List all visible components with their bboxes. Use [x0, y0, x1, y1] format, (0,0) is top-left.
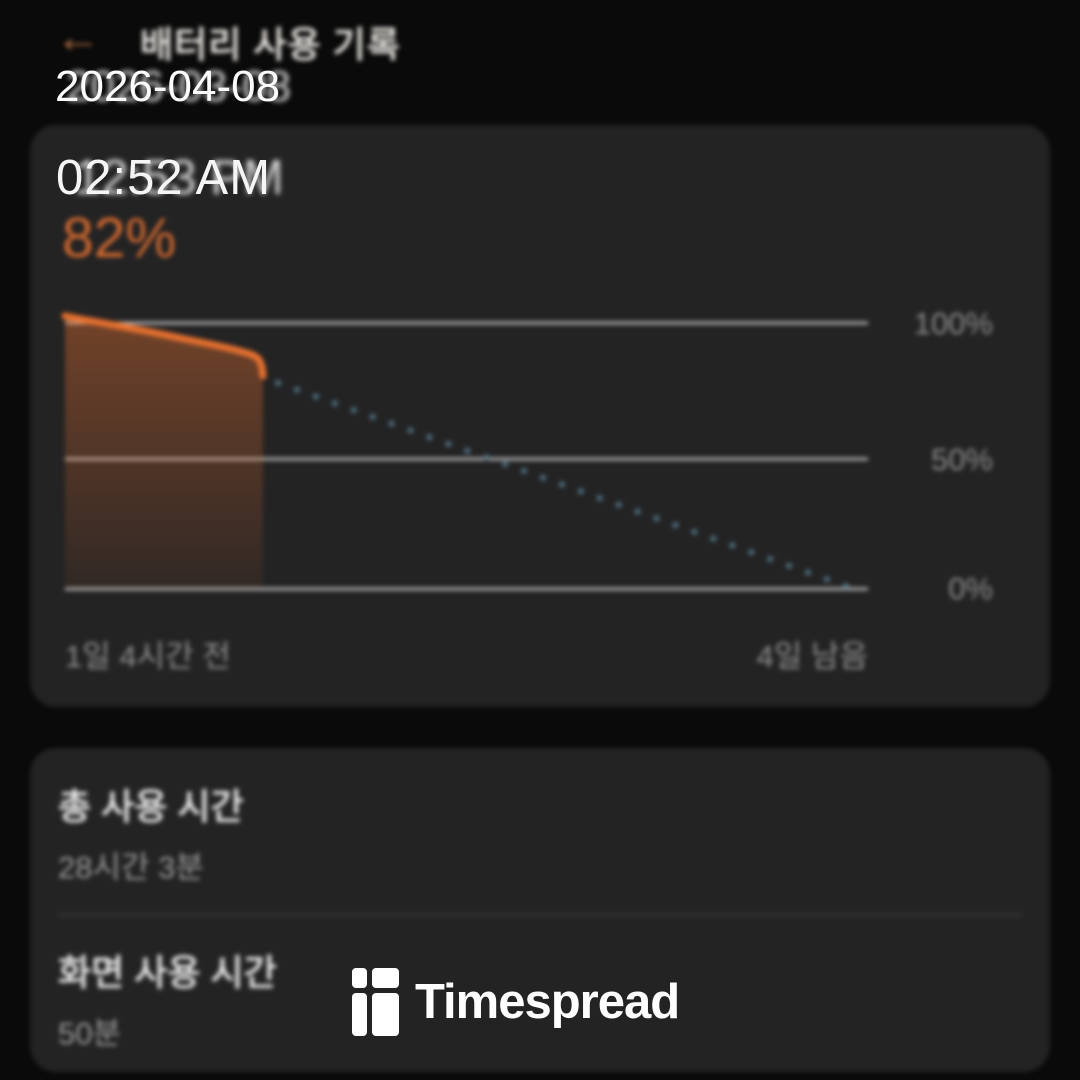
total-usage-value: 28시간 3분: [58, 850, 204, 885]
usage-time-card: 총 사용 시간 28시간 3분 화면 사용 시간 50분: [30, 748, 1050, 1072]
battery-history-chart: 100% 50% 0%: [61, 306, 993, 606]
ytick-50: 50%: [931, 442, 993, 477]
projected-battery-dotted-line: [275, 380, 860, 593]
logo-block-top-right: [372, 968, 399, 988]
screen-usage-value: 50분: [58, 1016, 122, 1051]
time-ghost-text: 12:53 PM: [74, 151, 284, 205]
app-header: ← 배터리 사용 기록: [0, 10, 1080, 70]
battery-percent-value: 82%: [62, 206, 177, 270]
logo-block-bottom-left: [352, 993, 367, 1036]
battery-history-card: 82% 100% 50% 0% 1일 4시간 전 4일 남음: [30, 125, 1050, 707]
overlay-time: 02:52 AM: [56, 151, 272, 205]
timespread-logo-icon: [352, 968, 399, 1036]
xaxis-label-end: 4일 남음: [756, 639, 868, 674]
xaxis-label-start: 1일 4시간 전: [65, 639, 231, 674]
back-arrow-icon[interactable]: ←: [55, 10, 101, 62]
logo-block-dot: [352, 968, 367, 988]
battery-area-fill: [65, 316, 263, 589]
date-ghost-text: 2026-03-08: [66, 62, 292, 111]
timespread-watermark: Timespread: [352, 968, 680, 1036]
total-usage-label: 총 사용 시간: [58, 786, 244, 827]
page-title: 배터리 사용 기록: [140, 24, 401, 65]
ytick-0: 0%: [948, 571, 993, 606]
overlay-date: 2026-04-08: [55, 62, 281, 111]
screen-usage-label: 화면 사용 시간: [58, 952, 277, 993]
ytick-100: 100%: [914, 306, 993, 341]
timespread-brand-text: Timespread: [415, 975, 680, 1029]
logo-block-bottom-right: [372, 993, 399, 1036]
row-divider: [58, 914, 1022, 916]
measured-battery-line: [61, 312, 267, 380]
